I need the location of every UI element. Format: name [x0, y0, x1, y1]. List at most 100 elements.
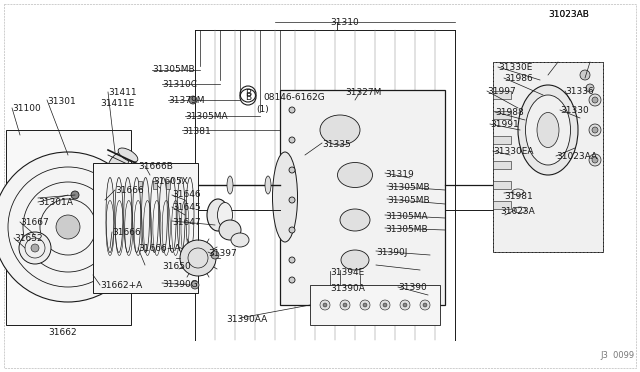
Text: 31647: 31647	[172, 218, 200, 227]
Text: 31981: 31981	[504, 192, 532, 201]
Text: 31305MB: 31305MB	[387, 196, 429, 205]
Bar	[93, 163, 198, 293]
Text: 31301: 31301	[47, 97, 76, 106]
Circle shape	[363, 303, 367, 307]
Bar	[153, 181, 157, 189]
Circle shape	[323, 303, 327, 307]
Text: 31662: 31662	[48, 328, 77, 337]
Circle shape	[289, 137, 295, 143]
Text: 31666: 31666	[112, 228, 141, 237]
Text: 31305MB: 31305MB	[387, 183, 429, 192]
Text: 31986: 31986	[504, 74, 532, 83]
Ellipse shape	[177, 177, 185, 253]
Ellipse shape	[108, 152, 129, 178]
Text: 31336: 31336	[565, 87, 594, 96]
Ellipse shape	[337, 163, 372, 187]
Text: 31397: 31397	[208, 249, 237, 258]
Circle shape	[0, 152, 143, 302]
Ellipse shape	[265, 176, 271, 194]
Text: 31390J: 31390J	[376, 248, 408, 257]
Circle shape	[191, 281, 199, 289]
Text: J3  0099: J3 0099	[600, 351, 634, 360]
Circle shape	[592, 127, 598, 133]
Text: 31666+A: 31666+A	[138, 244, 180, 253]
Bar	[493, 91, 511, 99]
Circle shape	[289, 277, 295, 283]
Ellipse shape	[537, 112, 559, 148]
Text: 31652: 31652	[14, 234, 43, 243]
Bar	[310, 285, 440, 325]
Circle shape	[383, 303, 387, 307]
Circle shape	[589, 154, 601, 166]
Circle shape	[189, 96, 197, 104]
Text: 31991: 31991	[490, 120, 519, 129]
Text: B: B	[245, 90, 251, 99]
Text: 31662+A: 31662+A	[100, 281, 142, 290]
Text: 31023A: 31023A	[500, 207, 535, 216]
Circle shape	[586, 84, 594, 92]
Ellipse shape	[273, 152, 298, 242]
Circle shape	[71, 191, 79, 199]
Text: 31310C: 31310C	[162, 80, 197, 89]
Bar	[6, 130, 131, 325]
Text: 31394E: 31394E	[330, 268, 364, 277]
Bar	[493, 62, 603, 252]
Circle shape	[180, 240, 216, 276]
Circle shape	[289, 197, 295, 203]
Circle shape	[289, 257, 295, 263]
Text: 31319: 31319	[385, 170, 413, 179]
Text: 31645: 31645	[172, 203, 200, 212]
Circle shape	[592, 97, 598, 103]
Text: 31327M: 31327M	[345, 88, 381, 97]
Text: 31381: 31381	[182, 127, 211, 136]
Circle shape	[592, 157, 598, 163]
Circle shape	[380, 300, 390, 310]
Text: 31390G: 31390G	[162, 280, 198, 289]
Ellipse shape	[219, 220, 241, 240]
Text: 08146-6162G: 08146-6162G	[263, 93, 324, 102]
Ellipse shape	[231, 233, 249, 247]
Ellipse shape	[340, 209, 370, 231]
Text: 31301A: 31301A	[38, 198, 73, 207]
Text: 31330E: 31330E	[498, 63, 532, 72]
Bar	[493, 181, 511, 189]
Text: 31305MB: 31305MB	[385, 225, 428, 234]
Circle shape	[56, 215, 80, 239]
Ellipse shape	[341, 250, 369, 270]
Text: 31605X: 31605X	[153, 177, 188, 186]
Bar	[493, 62, 603, 252]
Text: 31997: 31997	[487, 87, 516, 96]
Circle shape	[423, 303, 427, 307]
Text: (1): (1)	[256, 105, 269, 114]
Circle shape	[580, 70, 590, 80]
Text: 31023AB: 31023AB	[548, 10, 589, 19]
Text: 31666B: 31666B	[138, 162, 173, 171]
Text: 31667: 31667	[20, 218, 49, 227]
Bar	[493, 161, 511, 169]
Circle shape	[211, 251, 219, 259]
Circle shape	[400, 300, 410, 310]
Text: 31646: 31646	[172, 190, 200, 199]
Circle shape	[403, 303, 407, 307]
Text: 31330: 31330	[560, 106, 589, 115]
Circle shape	[420, 300, 430, 310]
Text: 31666: 31666	[115, 186, 144, 195]
Text: 31100: 31100	[12, 104, 41, 113]
Bar	[166, 181, 170, 189]
Ellipse shape	[525, 95, 570, 165]
Text: 31390: 31390	[398, 283, 427, 292]
Ellipse shape	[320, 115, 360, 145]
Text: 31023AB: 31023AB	[548, 10, 589, 19]
Bar	[493, 136, 511, 144]
Text: 31650: 31650	[162, 262, 191, 271]
Circle shape	[289, 167, 295, 173]
Circle shape	[589, 94, 601, 106]
Text: 31330EA: 31330EA	[493, 147, 534, 156]
Bar	[493, 111, 511, 119]
Ellipse shape	[106, 177, 114, 253]
Text: 31305MB: 31305MB	[152, 65, 195, 74]
Text: B: B	[245, 93, 251, 102]
Ellipse shape	[218, 202, 232, 228]
Ellipse shape	[518, 85, 578, 175]
Text: 31305MA: 31305MA	[185, 112, 228, 121]
